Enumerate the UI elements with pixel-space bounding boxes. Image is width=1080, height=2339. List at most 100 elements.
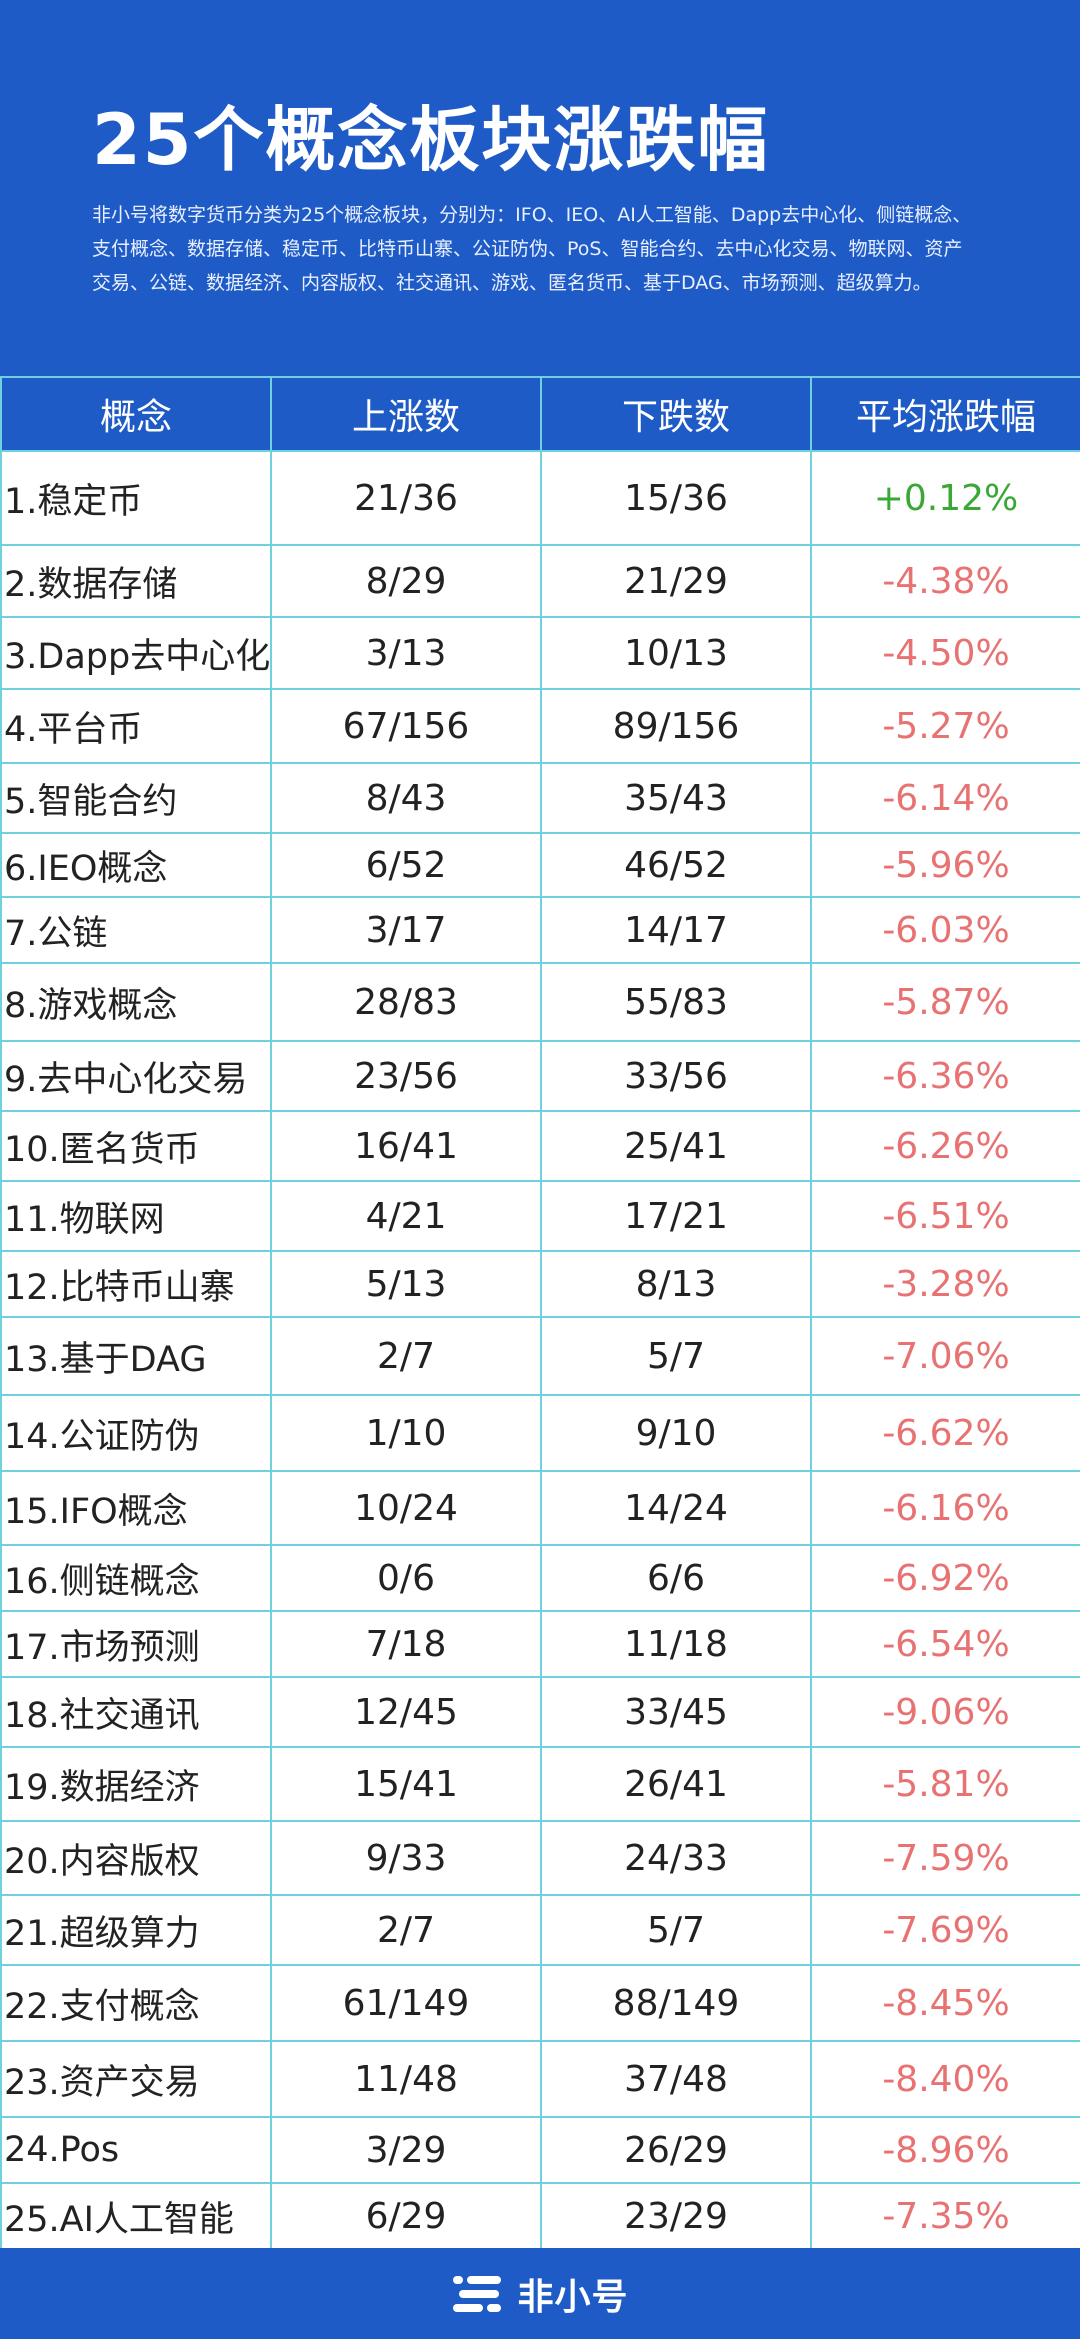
up-count-cell: 11/48 — [270, 2040, 542, 2118]
up-count-cell: 10/24 — [270, 1470, 542, 1546]
table-row: 20.内容版权 9/33 24/33 -7.59% — [0, 1820, 1080, 1896]
up-count-cell: 8/29 — [270, 544, 542, 618]
down-count-cell: 23/29 — [540, 2182, 812, 2250]
table-row: 21.超级算力 2/7 5/7 -7.69% — [0, 1894, 1080, 1966]
avg-change-cell: -7.06% — [810, 1316, 1080, 1396]
column-header-concept: 概念 — [0, 376, 272, 452]
concept-name-cell: 7.公链 — [0, 896, 272, 964]
concept-name-cell: 16.侧链概念 — [0, 1544, 272, 1612]
down-count-cell: 14/24 — [540, 1470, 812, 1546]
concept-name-cell: 3.Dapp去中心化 — [0, 616, 272, 690]
up-count-cell: 5/13 — [270, 1250, 542, 1318]
avg-change-cell: -7.59% — [810, 1820, 1080, 1896]
header: 25个概念板块涨跌幅 非小号将数字货币分类为25个概念板块，分别为：IFO、IE… — [0, 0, 1080, 376]
avg-change-cell: -7.35% — [810, 2182, 1080, 2250]
table-header-row: 概念 上涨数 下跌数 平均涨跌幅 — [0, 376, 1080, 452]
up-count-cell: 1/10 — [270, 1394, 542, 1472]
concept-name-cell: 4.平台币 — [0, 688, 272, 764]
up-count-cell: 2/7 — [270, 1894, 542, 1966]
table-row: 16.侧链概念 0/6 6/6 -6.92% — [0, 1544, 1080, 1612]
up-count-cell: 6/29 — [270, 2182, 542, 2250]
up-count-cell: 8/43 — [270, 762, 542, 834]
table-row: 15.IFO概念 10/24 14/24 -6.16% — [0, 1470, 1080, 1546]
avg-change-cell: -6.92% — [810, 1544, 1080, 1612]
avg-change-cell: -8.40% — [810, 2040, 1080, 2118]
up-count-cell: 15/41 — [270, 1746, 542, 1822]
footer-logo: 非小号 — [451, 2268, 628, 2320]
concept-name-cell: 23.资产交易 — [0, 2040, 272, 2118]
concept-name-cell: 18.社交通讯 — [0, 1676, 272, 1748]
down-count-cell: 15/36 — [540, 450, 812, 546]
down-count-cell: 6/6 — [540, 1544, 812, 1612]
down-count-cell: 35/43 — [540, 762, 812, 834]
down-count-cell: 14/17 — [540, 896, 812, 964]
table-row: 14.公证防伪 1/10 9/10 -6.62% — [0, 1394, 1080, 1472]
concept-name-cell: 9.去中心化交易 — [0, 1040, 272, 1112]
avg-change-cell: -6.54% — [810, 1610, 1080, 1678]
down-count-cell: 24/33 — [540, 1820, 812, 1896]
table-row: 19.数据经济 15/41 26/41 -5.81% — [0, 1746, 1080, 1822]
concept-name-cell: 1.稳定币 — [0, 450, 272, 546]
concept-name-cell: 13.基于DAG — [0, 1316, 272, 1396]
avg-change-cell: -6.03% — [810, 896, 1080, 964]
column-header-avg: 平均涨跌幅 — [810, 376, 1080, 452]
table-row: 13.基于DAG 2/7 5/7 -7.06% — [0, 1316, 1080, 1396]
down-count-cell: 21/29 — [540, 544, 812, 618]
table-row: 6.IEO概念 6/52 46/52 -5.96% — [0, 832, 1080, 898]
down-count-cell: 5/7 — [540, 1894, 812, 1966]
concept-name-cell: 2.数据存储 — [0, 544, 272, 618]
avg-change-cell: -4.50% — [810, 616, 1080, 690]
down-count-cell: 11/18 — [540, 1610, 812, 1678]
table-row: 4.平台币 67/156 89/156 -5.27% — [0, 688, 1080, 764]
avg-change-cell: +0.12% — [810, 450, 1080, 546]
column-header-up: 上涨数 — [270, 376, 542, 452]
avg-change-cell: -5.27% — [810, 688, 1080, 764]
up-count-cell: 3/13 — [270, 616, 542, 690]
page-title: 25个概念板块涨跌幅 — [92, 99, 770, 181]
concept-name-cell: 14.公证防伪 — [0, 1394, 272, 1472]
avg-change-cell: -5.96% — [810, 832, 1080, 898]
down-count-cell: 33/45 — [540, 1676, 812, 1748]
avg-change-cell: -6.62% — [810, 1394, 1080, 1472]
table-row: 22.支付概念 61/149 88/149 -8.45% — [0, 1964, 1080, 2042]
avg-change-cell: -8.45% — [810, 1964, 1080, 2042]
concept-name-cell: 24.Pos — [0, 2116, 272, 2184]
down-count-cell: 46/52 — [540, 832, 812, 898]
down-count-cell: 26/41 — [540, 1746, 812, 1822]
up-count-cell: 21/36 — [270, 450, 542, 546]
down-count-cell: 10/13 — [540, 616, 812, 690]
down-count-cell: 88/149 — [540, 1964, 812, 2042]
up-count-cell: 6/52 — [270, 832, 542, 898]
avg-change-cell: -8.96% — [810, 2116, 1080, 2184]
down-count-cell: 5/7 — [540, 1316, 812, 1396]
table-row: 9.去中心化交易 23/56 33/56 -6.36% — [0, 1040, 1080, 1112]
table-row: 10.匿名货币 16/41 25/41 -6.26% — [0, 1110, 1080, 1182]
down-count-cell: 33/56 — [540, 1040, 812, 1112]
down-count-cell: 9/10 — [540, 1394, 812, 1472]
avg-change-cell: -5.81% — [810, 1746, 1080, 1822]
avg-change-cell: -7.69% — [810, 1894, 1080, 1966]
concept-name-cell: 20.内容版权 — [0, 1820, 272, 1896]
table-row: 23.资产交易 11/48 37/48 -8.40% — [0, 2040, 1080, 2118]
avg-change-cell: -6.36% — [810, 1040, 1080, 1112]
avg-change-cell: -5.87% — [810, 962, 1080, 1042]
up-count-cell: 7/18 — [270, 1610, 542, 1678]
concept-name-cell: 15.IFO概念 — [0, 1470, 272, 1546]
up-count-cell: 61/149 — [270, 1964, 542, 2042]
up-count-cell: 9/33 — [270, 1820, 542, 1896]
avg-change-cell: -6.16% — [810, 1470, 1080, 1546]
table-row: 17.市场预测 7/18 11/18 -6.54% — [0, 1610, 1080, 1678]
concept-name-cell: 19.数据经济 — [0, 1746, 272, 1822]
down-count-cell: 55/83 — [540, 962, 812, 1042]
up-count-cell: 2/7 — [270, 1316, 542, 1396]
concept-table: 概念 上涨数 下跌数 平均涨跌幅 1.稳定币 21/36 15/36 +0.12% 2.… — [0, 376, 1080, 2250]
table-row: 7.公链 3/17 14/17 -6.03% — [0, 896, 1080, 964]
down-count-cell: 8/13 — [540, 1250, 812, 1318]
down-count-cell: 89/156 — [540, 688, 812, 764]
table-row: 8.游戏概念 28/83 55/83 -5.87% — [0, 962, 1080, 1042]
table-row: 1.稳定币 21/36 15/36 +0.12% — [0, 450, 1080, 546]
avg-change-cell: -6.51% — [810, 1180, 1080, 1252]
concept-name-cell: 22.支付概念 — [0, 1964, 272, 2042]
up-count-cell: 3/17 — [270, 896, 542, 964]
table-row: 3.Dapp去中心化 3/13 10/13 -4.50% — [0, 616, 1080, 690]
